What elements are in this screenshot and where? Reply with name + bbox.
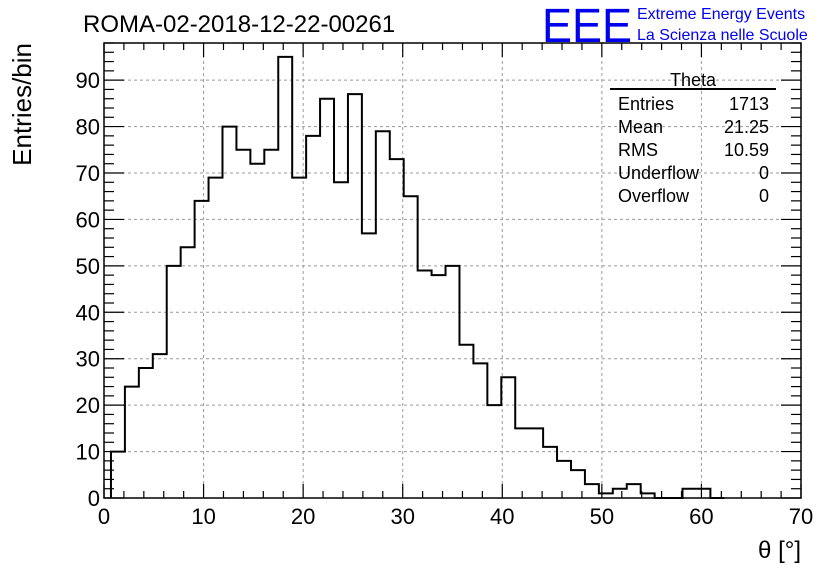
y-tick-label: 50 <box>76 254 100 279</box>
stats-title: Theta <box>670 70 717 90</box>
stats-row-label: Overflow <box>618 186 690 206</box>
stats-row-value: 0 <box>759 163 769 183</box>
x-tick-label: 20 <box>291 504 315 529</box>
y-tick-label: 20 <box>76 393 100 418</box>
y-tick-label: 60 <box>76 207 100 232</box>
x-tick-label: 60 <box>689 504 713 529</box>
stats-row-label: RMS <box>618 140 658 160</box>
y-tick-label: 30 <box>76 347 100 372</box>
stats-row-overflow: Overflow 0 <box>618 186 769 206</box>
logo-text: EEE <box>542 0 632 53</box>
stats-row-mean: Mean 21.25 <box>618 117 769 137</box>
y-tick-label: 40 <box>76 300 100 325</box>
y-tick-label: 0 <box>88 486 100 511</box>
x-tick-label: 70 <box>789 504 813 529</box>
plot-frame <box>103 42 802 499</box>
x-tick-label: 0 <box>98 504 110 529</box>
y-axis-label: Entries/bin <box>7 43 37 166</box>
eee-logo: EEE Extreme Energy Events La Scienza nel… <box>542 0 808 53</box>
stats-box: Theta Entries 1713 Mean 21.25 RMS 10.59 … <box>610 70 776 206</box>
x-axis-label: θ [°] <box>758 537 801 564</box>
histogram-outline <box>109 55 725 499</box>
stats-row-rms: RMS 10.59 <box>618 140 769 160</box>
stats-row-value: 0 <box>759 186 769 206</box>
x-tick-label: 50 <box>590 504 614 529</box>
y-tick-label: 90 <box>76 68 100 93</box>
stats-row-value: 1713 <box>729 94 769 114</box>
y-tick-label: 10 <box>76 440 100 465</box>
x-tick-label: 40 <box>490 504 514 529</box>
x-tick-label: 10 <box>191 504 215 529</box>
stats-row-label: Underflow <box>618 163 700 183</box>
y-tick-labels: 0 10 20 30 40 50 60 70 80 90 <box>76 68 100 511</box>
y-tick-label: 70 <box>76 161 100 186</box>
stats-row-label: Mean <box>618 117 663 137</box>
x-tick-labels: 0 10 20 30 40 50 60 70 <box>98 504 813 529</box>
chart-title: ROMA-02-2018-12-22-00261 <box>83 11 395 38</box>
y-tick-label: 80 <box>76 115 100 140</box>
axis-ticks <box>103 42 802 499</box>
stats-row-value: 10.59 <box>724 140 769 160</box>
logo-line1: Extreme Energy Events <box>637 6 805 23</box>
stats-row-entries: Entries 1713 <box>618 94 769 114</box>
stats-row-value: 21.25 <box>724 117 769 137</box>
logo-line2: La Scienza nelle Scuole <box>637 27 808 44</box>
stats-row-label: Entries <box>618 94 674 114</box>
x-tick-label: 30 <box>390 504 414 529</box>
stats-row-underflow: Underflow 0 <box>618 163 769 183</box>
grid-lines <box>104 43 801 498</box>
